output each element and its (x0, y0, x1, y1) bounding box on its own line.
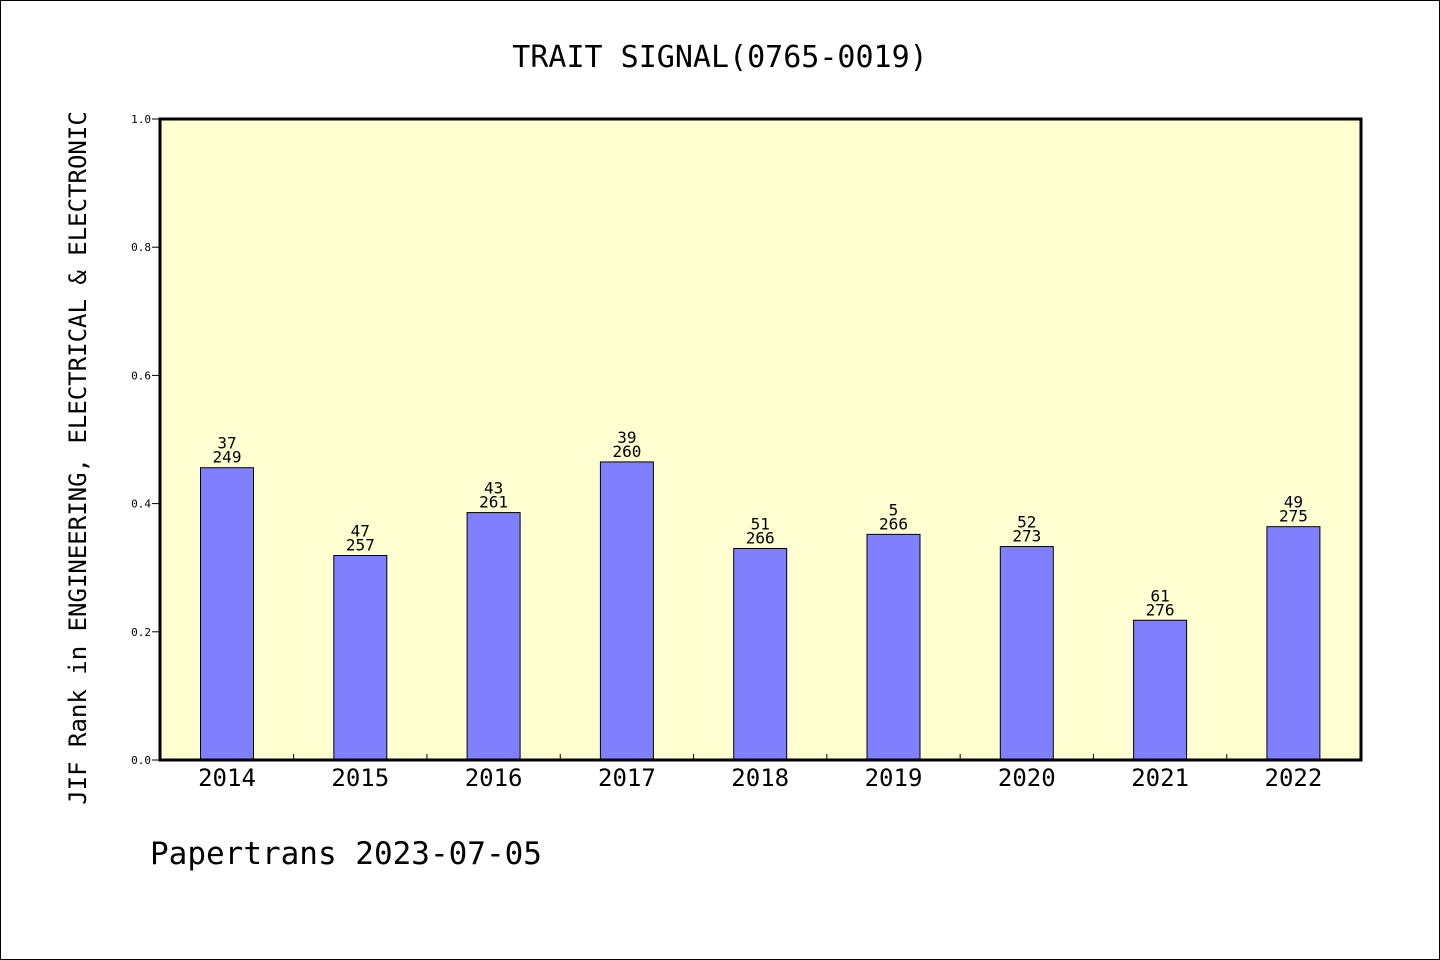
rank-label: 5 (889, 500, 899, 519)
y-tick-label: 0.2 (131, 626, 151, 639)
y-tick-label: 0.0 (131, 754, 151, 767)
y-axis-label: JIF Rank in ENGINEERING, ELECTRICAL & EL… (64, 111, 92, 805)
x-tick-label: 2014 (198, 764, 256, 792)
x-tick-label: 2015 (331, 764, 389, 792)
y-tick-label: 0.8 (131, 241, 151, 254)
rank-label: 47 (351, 522, 370, 541)
rank-label: 61 (1150, 586, 1169, 605)
total-label: 275 (1279, 507, 1308, 526)
x-tick-label: 2019 (865, 764, 923, 792)
bar-2017 (599, 461, 654, 761)
rank-label: 52 (1017, 513, 1036, 532)
total-label: 261 (479, 493, 508, 512)
bar-2022 (1266, 526, 1321, 761)
footer-note: Papertrans 2023-07-05 (150, 836, 542, 872)
bar-2015 (333, 555, 388, 761)
total-label: 266 (879, 514, 908, 533)
x-tick-label: 2021 (1131, 764, 1189, 792)
total-label: 249 (213, 448, 242, 467)
bar-2014 (200, 467, 254, 761)
rank-label: 43 (484, 479, 503, 498)
rank-label: 51 (751, 514, 770, 533)
total-label: 257 (346, 536, 375, 555)
bar-2018 (733, 547, 788, 761)
y-tick-label: 0.6 (131, 369, 151, 382)
y-tick-label: 1.0 (131, 113, 151, 126)
total-label: 260 (612, 442, 641, 461)
rank-label: 37 (217, 434, 236, 453)
bar-2020 (999, 546, 1054, 761)
plot-border (158, 117, 1363, 762)
x-axis: 2014 2015 2016 2017 2018 2019 2020 2021 2022 (198, 754, 1322, 792)
rank-label: 49 (1284, 493, 1303, 512)
total-label: 273 (1012, 527, 1041, 546)
y-axis: 0.0 0.2 0.4 0.6 0.8 1.0 (131, 113, 160, 767)
total-label: 266 (746, 528, 775, 547)
rank-label: 39 (617, 428, 636, 447)
x-tick-label: 2020 (998, 764, 1056, 792)
bar-2019 (866, 533, 921, 761)
bars (200, 461, 1321, 761)
bar-2016 (466, 512, 521, 761)
x-tick-label: 2018 (731, 764, 789, 792)
x-tick-label: 2016 (465, 764, 523, 792)
x-tick-label: 2022 (1265, 764, 1323, 792)
y-tick-label: 0.4 (131, 498, 151, 511)
x-tick-label: 2017 (598, 764, 656, 792)
bar-2021 (1133, 619, 1188, 761)
total-label: 276 (1146, 600, 1175, 619)
chart-title: TRAIT SIGNAL(0765-0019) (512, 40, 927, 75)
